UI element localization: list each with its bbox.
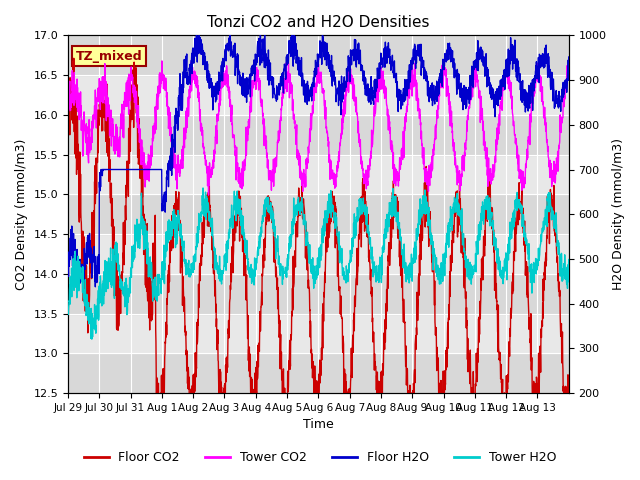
X-axis label: Time: Time [303,419,333,432]
Title: Tonzi CO2 and H2O Densities: Tonzi CO2 and H2O Densities [207,15,429,30]
Bar [68,115,569,155]
Bar [68,234,569,274]
Text: TZ_mixed: TZ_mixed [76,49,142,63]
Bar [68,75,569,115]
Bar [68,274,569,313]
Bar [68,313,569,353]
Bar [68,36,569,75]
Bar [68,194,569,234]
Bar [68,155,569,194]
Bar [68,353,569,393]
Y-axis label: CO2 Density (mmol/m3): CO2 Density (mmol/m3) [15,139,28,290]
Y-axis label: H2O Density (mmol/m3): H2O Density (mmol/m3) [612,138,625,290]
Legend: Floor CO2, Tower CO2, Floor H2O, Tower H2O: Floor CO2, Tower CO2, Floor H2O, Tower H… [79,446,561,469]
